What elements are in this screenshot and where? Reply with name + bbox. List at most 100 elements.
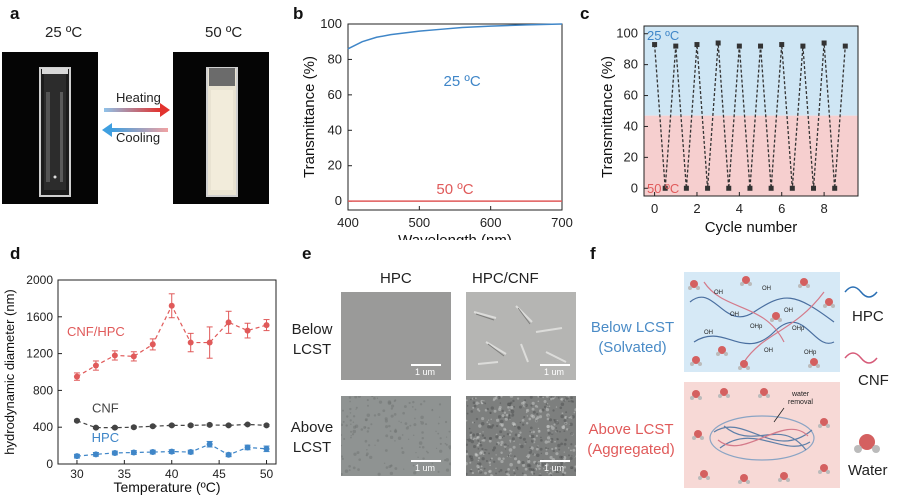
y-tick-label: 400 (33, 420, 53, 434)
texture-dot (536, 464, 540, 468)
texture-dot (409, 424, 412, 427)
y-tick-label: 80 (328, 51, 342, 66)
y-tick-label: 1200 (26, 347, 53, 361)
texture-dot (554, 467, 558, 470)
texture-dot (509, 441, 512, 443)
water-oxygen (800, 278, 808, 286)
texture-dot (570, 432, 574, 436)
texture-dot (466, 452, 469, 456)
texture-dot (479, 432, 481, 435)
texture-dot (483, 451, 486, 454)
texture-dot (522, 400, 526, 404)
data-point (832, 185, 838, 191)
texture-dot (487, 425, 491, 429)
texture-dot (544, 440, 548, 444)
texture-dot (565, 396, 569, 400)
data-point (206, 421, 213, 428)
texture-dot (550, 440, 553, 443)
texture-dot (426, 451, 429, 454)
texture-dot (370, 423, 373, 426)
texture-dot (526, 463, 531, 468)
data-point (263, 422, 270, 429)
texture-dot (547, 415, 549, 417)
y-tick-label: 60 (328, 87, 342, 102)
texture-dot (384, 449, 388, 452)
oh-label: OH (784, 308, 793, 314)
x-tick-label: 700 (551, 215, 573, 230)
texture-dot (466, 399, 468, 402)
data-point (263, 322, 270, 329)
texture-dot (477, 467, 480, 470)
data-point (111, 449, 118, 456)
data-point (244, 421, 251, 428)
water-oxygen (694, 430, 702, 438)
texture-dot (348, 469, 351, 471)
texture-dot (382, 409, 386, 413)
texture-dot (555, 429, 559, 433)
texture-dot (489, 425, 493, 429)
texture-dot (513, 405, 516, 408)
hpc-legend-line (844, 286, 878, 298)
texture-dot (545, 396, 549, 398)
texture-dot (538, 474, 542, 476)
texture-dot (561, 412, 564, 415)
texture-dot (351, 433, 355, 436)
texture-dot (500, 451, 503, 455)
texture-dot (555, 420, 559, 425)
water-hydrogen (740, 282, 744, 286)
texture-dot (509, 439, 512, 442)
texture-dot (516, 397, 520, 400)
texture-dot (389, 430, 392, 433)
texture-dot (478, 442, 481, 445)
water-hydrogen (698, 396, 702, 400)
texture-dot (488, 423, 491, 426)
texture-dot (551, 426, 555, 430)
texture-dot (555, 406, 558, 408)
texture-dot (529, 396, 533, 399)
texture-dot (394, 430, 397, 433)
oh-label: OH (704, 330, 713, 336)
texture-dot (490, 406, 494, 410)
texture-dot (552, 409, 555, 412)
texture-dot (408, 401, 411, 404)
texture-dot (563, 465, 567, 469)
texture-dot (473, 421, 475, 424)
texture-dot (387, 400, 392, 404)
texture-dot (526, 415, 528, 417)
texture-dot (481, 417, 485, 421)
water-oxygen (825, 298, 833, 306)
micrograph-hpccnf-below: 1 um (466, 292, 576, 380)
texture-dot (530, 404, 533, 407)
texture-dot (563, 419, 567, 423)
texture-dot (528, 417, 532, 421)
water-hydrogen (716, 352, 720, 356)
texture-dot (355, 406, 358, 409)
texture-dot (529, 448, 532, 452)
texture-dot (508, 433, 512, 436)
texture-dot (557, 443, 561, 448)
texture-dot (568, 429, 570, 431)
texture-dot (423, 400, 426, 403)
texture-dot (345, 424, 348, 427)
texture-dot (560, 402, 565, 406)
texture-dot (348, 465, 351, 468)
plot-frame (643, 25, 859, 197)
water-hydrogen (770, 318, 774, 322)
oh-label: OH (714, 290, 723, 296)
texture-dot (512, 469, 515, 472)
heating-cooling-arrows (102, 103, 170, 137)
texture-dot (563, 399, 566, 402)
texture-dot (364, 439, 368, 443)
texture-dot (470, 436, 473, 439)
texture-dot (555, 427, 558, 429)
texture-dot (563, 430, 566, 433)
texture-dot (366, 404, 369, 407)
texture-dot (512, 445, 516, 449)
texture-dot (523, 415, 526, 419)
texture-dot (448, 462, 451, 466)
above-lcst-line2: (Aggregated) (587, 441, 675, 458)
cnf-legend-label: CNF (858, 372, 889, 389)
data-point (652, 42, 658, 48)
texture-dot (470, 439, 475, 444)
data-point (225, 319, 232, 326)
